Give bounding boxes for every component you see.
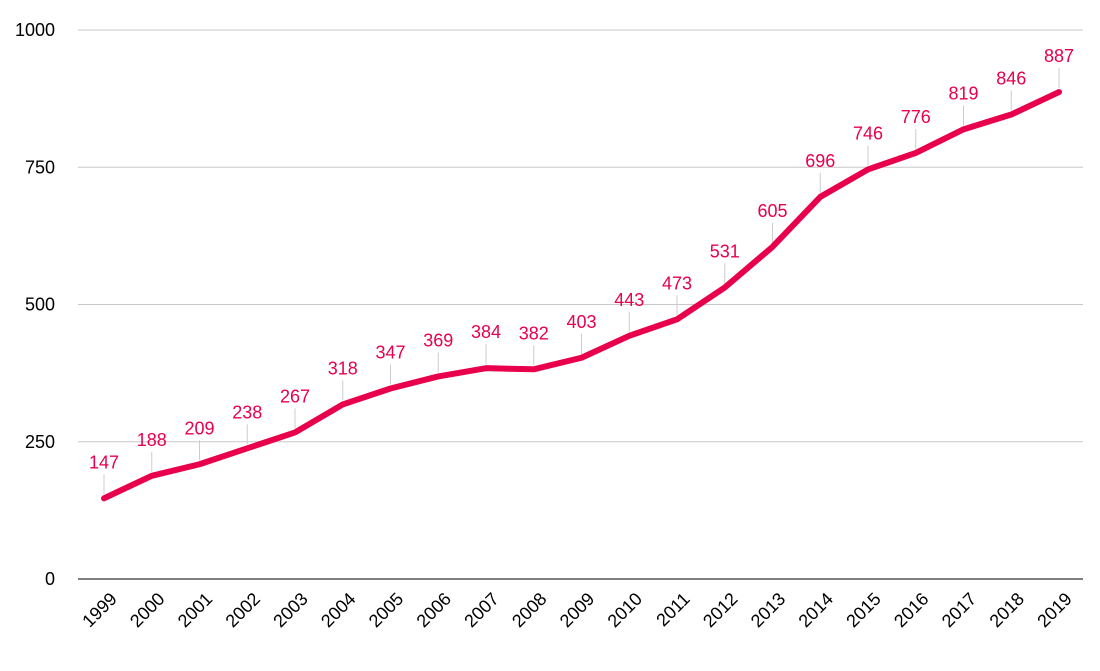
x-tick-label: 2012 bbox=[699, 589, 741, 631]
y-tick-label: 500 bbox=[25, 295, 55, 315]
x-tick-label: 2003 bbox=[269, 589, 311, 631]
data-label: 531 bbox=[710, 241, 740, 261]
data-label: 819 bbox=[948, 83, 978, 103]
x-tick-label: 2004 bbox=[317, 589, 359, 631]
x-tick-label: 2014 bbox=[795, 589, 837, 631]
x-axis: 1999 2000 2001 2002 2003 2004 2005 2006 2007 2008… bbox=[78, 589, 1075, 631]
y-tick-label: 0 bbox=[45, 569, 55, 589]
data-label: 605 bbox=[757, 201, 787, 221]
data-label: 369 bbox=[423, 330, 453, 350]
y-tick-label: 1000 bbox=[15, 20, 55, 40]
series bbox=[101, 89, 1062, 502]
x-tick-label: 2007 bbox=[460, 589, 502, 631]
series-line bbox=[101, 89, 1062, 502]
data-label: 188 bbox=[137, 430, 167, 450]
x-tick-label: 2016 bbox=[890, 589, 932, 631]
data-label: 267 bbox=[280, 386, 310, 406]
data-label: 403 bbox=[566, 312, 596, 332]
x-tick-label: 2000 bbox=[126, 589, 168, 631]
data-label: 696 bbox=[805, 151, 835, 171]
x-tick-label: 2008 bbox=[508, 589, 550, 631]
x-tick-label: 2018 bbox=[986, 589, 1028, 631]
data-label: 382 bbox=[519, 323, 549, 343]
x-tick-label: 2002 bbox=[222, 589, 264, 631]
data-label: 384 bbox=[471, 322, 501, 342]
data-label: 238 bbox=[232, 402, 262, 422]
data-label: 443 bbox=[614, 290, 644, 310]
x-tick-label: 2006 bbox=[413, 589, 455, 631]
y-tick-label: 750 bbox=[25, 157, 55, 177]
x-tick-label: 2019 bbox=[1033, 589, 1075, 631]
x-tick-label: 2015 bbox=[842, 589, 884, 631]
data-label: 473 bbox=[662, 273, 692, 293]
data-label: 147 bbox=[89, 452, 119, 472]
leader-lines bbox=[103, 68, 1060, 495]
data-label: 887 bbox=[1044, 46, 1074, 66]
data-label: 746 bbox=[853, 123, 883, 143]
data-labels: 147 188 209 238 267 318 347 369 384 382 403 443 473 5… bbox=[89, 46, 1074, 472]
data-label: 347 bbox=[375, 342, 405, 362]
data-label: 209 bbox=[184, 418, 214, 438]
data-label: 318 bbox=[328, 358, 358, 378]
grid bbox=[78, 29, 1083, 580]
x-tick-label: 2010 bbox=[604, 589, 646, 631]
data-label: 776 bbox=[901, 107, 931, 127]
x-tick-label: 2001 bbox=[174, 589, 216, 631]
y-axis: 0 250 500 750 1000 bbox=[15, 20, 55, 589]
x-tick-label: 2017 bbox=[938, 589, 980, 631]
x-tick-label: 1999 bbox=[78, 589, 120, 631]
y-tick-label: 250 bbox=[25, 432, 55, 452]
x-tick-label: 2013 bbox=[747, 589, 789, 631]
x-tick-label: 2011 bbox=[652, 589, 694, 631]
data-label: 846 bbox=[996, 69, 1026, 89]
x-tick-label: 2005 bbox=[365, 589, 407, 631]
x-tick-label: 2009 bbox=[556, 589, 598, 631]
